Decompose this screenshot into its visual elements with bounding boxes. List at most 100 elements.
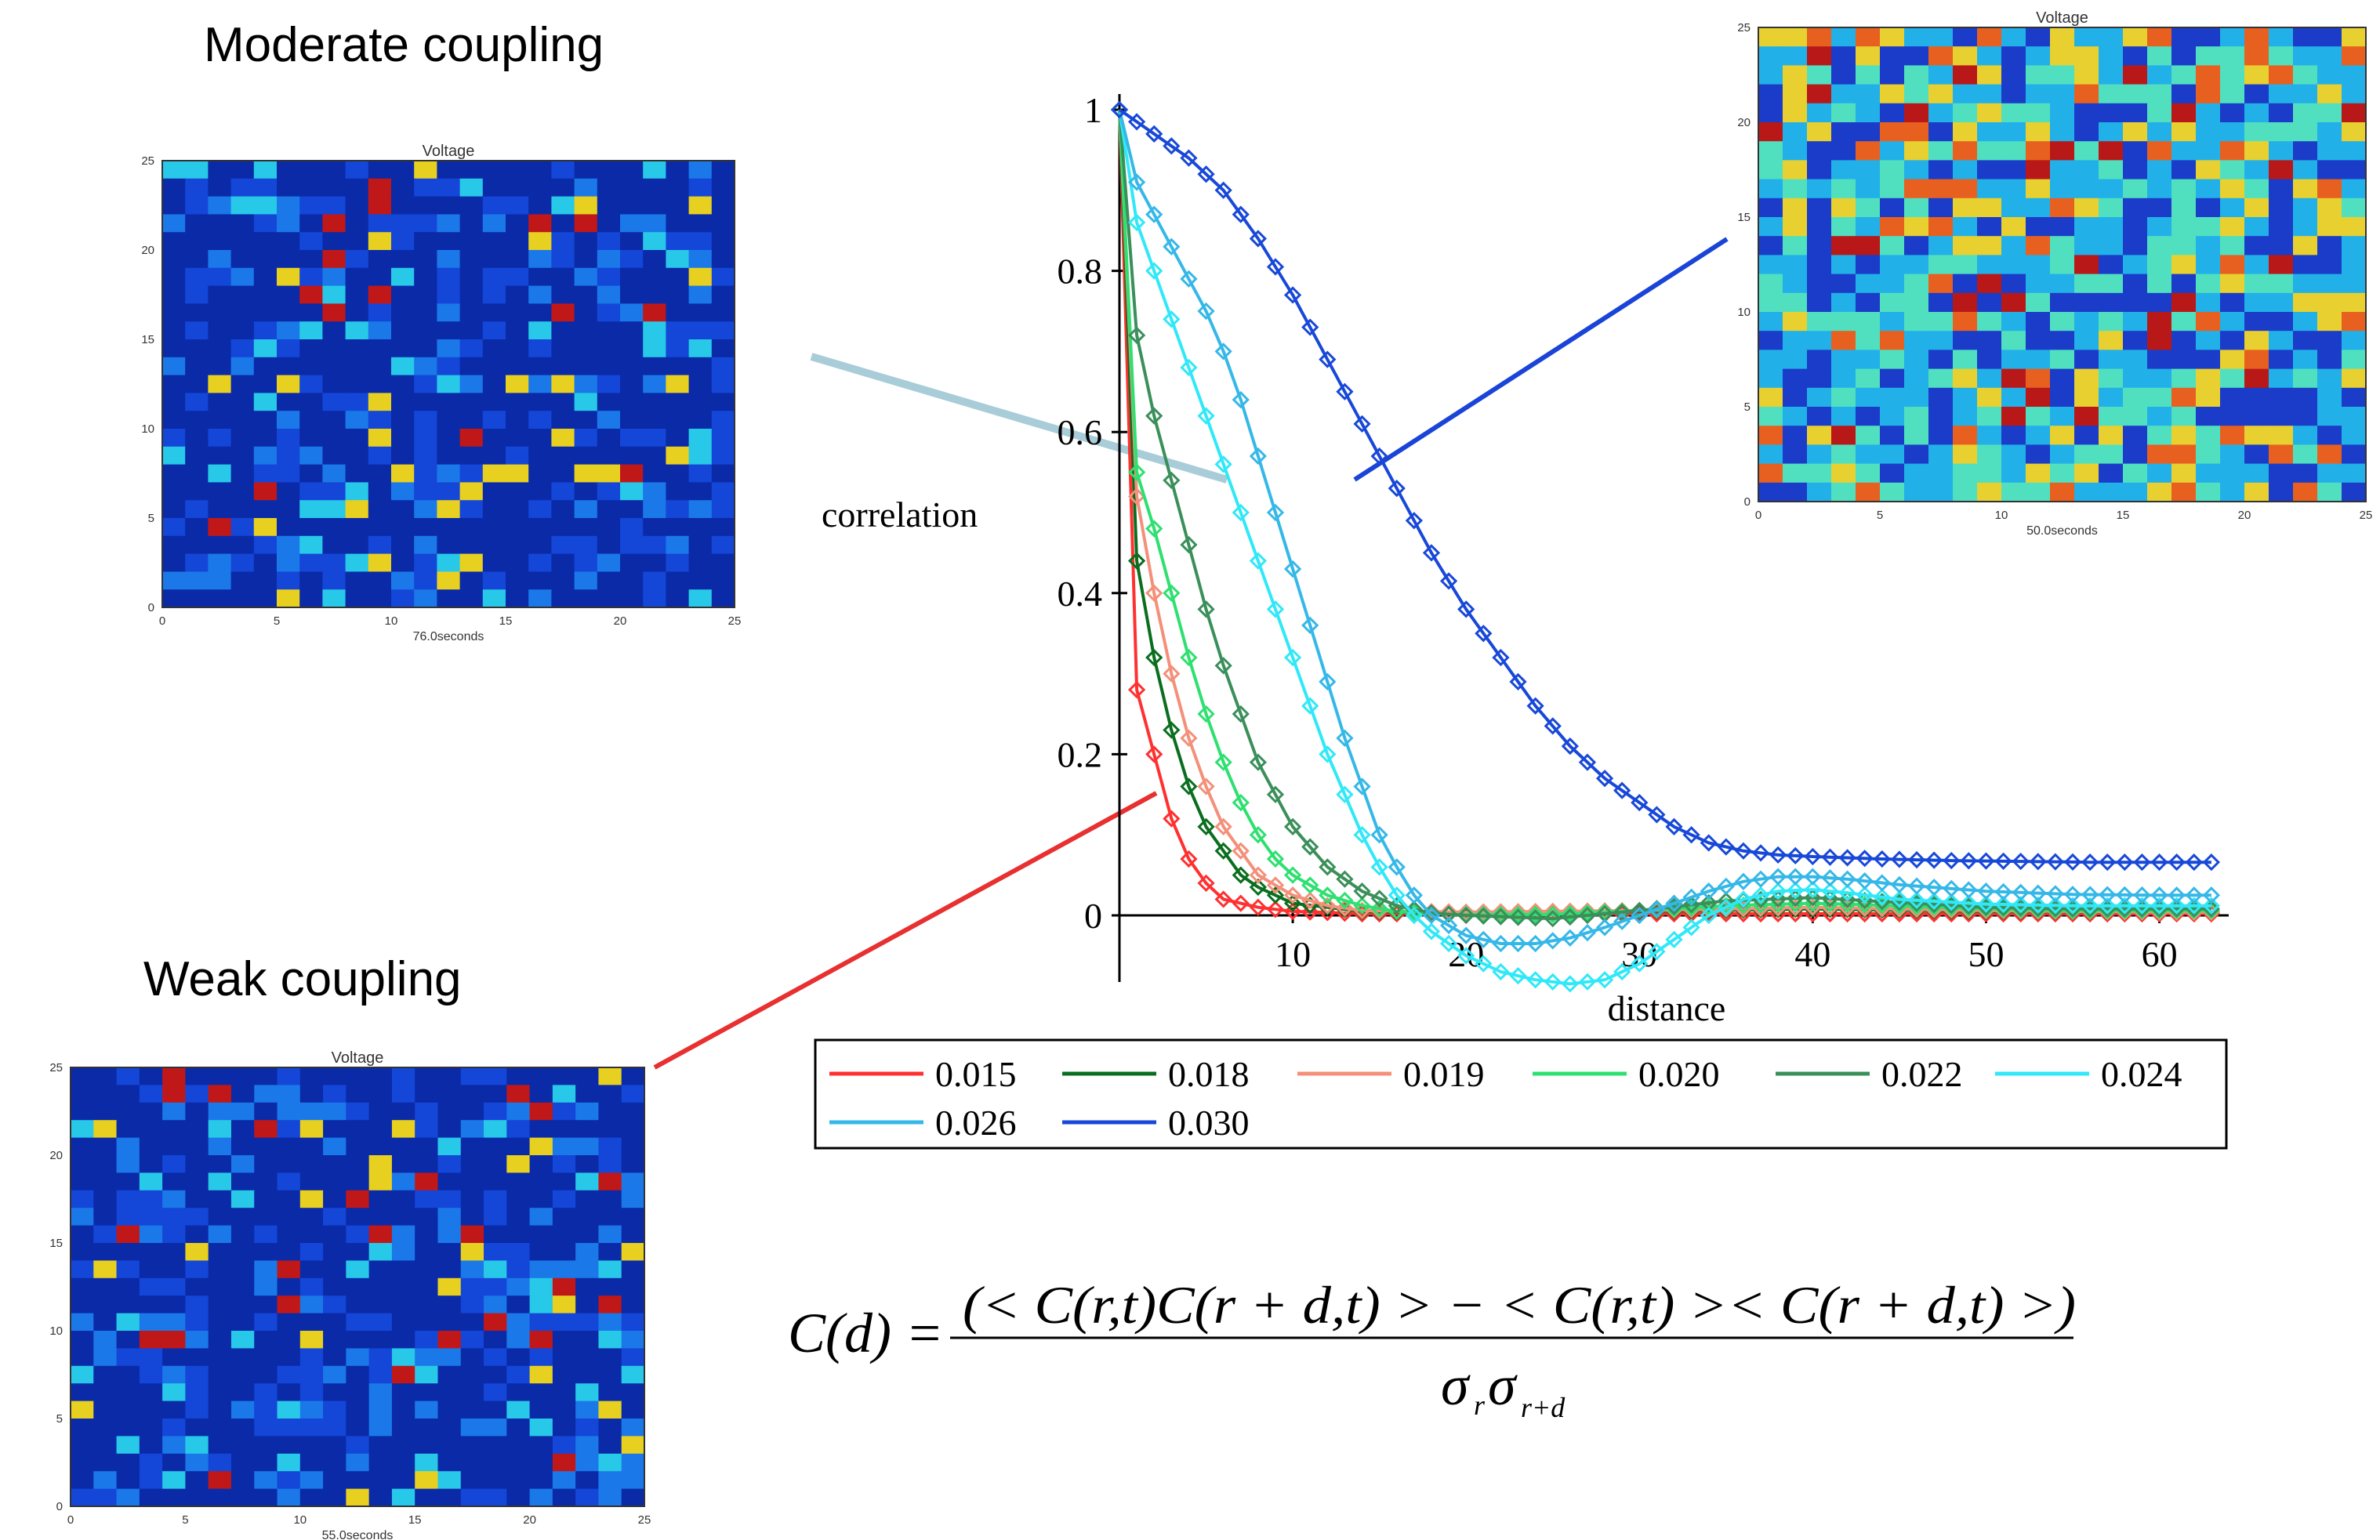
- heatmap-cell: [666, 446, 690, 466]
- heatmap-cell: [688, 429, 713, 448]
- heatmap-cell: [1807, 331, 1832, 350]
- heatmap-cell: [482, 429, 506, 448]
- heatmap-cell: [1928, 141, 1954, 161]
- heatmap-cell: [323, 1313, 346, 1332]
- heatmap-cell: [598, 1365, 622, 1384]
- heatmap-cell: [2220, 65, 2245, 85]
- heatmap-cell: [598, 1348, 622, 1367]
- heatmap-cell: [1928, 255, 1954, 275]
- heatmap-cell: [345, 535, 369, 555]
- heatmap-cell: [345, 589, 369, 608]
- series-point: [1595, 770, 1614, 788]
- heatmap-cell: [437, 411, 461, 429]
- heatmap-cell: [116, 1102, 140, 1121]
- heatmap-cell: [688, 303, 713, 322]
- heatmap-cell: [574, 214, 598, 233]
- heatmap-cell: [254, 1400, 278, 1419]
- heatmap-cell: [322, 589, 346, 608]
- series-line-0.026: [1118, 109, 2211, 945]
- heatmap-cell: [1856, 122, 1881, 142]
- heatmap-cell: [1977, 27, 2002, 47]
- heatmap-cell: [2099, 407, 2124, 426]
- heatmap-cell: [2293, 407, 2318, 426]
- heatmap-cell: [1758, 444, 1783, 465]
- series-point: [1249, 230, 1268, 248]
- heatmap-cell: [2074, 350, 2099, 370]
- heatmap-cell: [597, 161, 621, 179]
- series-point: [2012, 896, 2030, 914]
- heatmap-cell: [688, 482, 713, 501]
- heatmap-cell: [391, 553, 415, 572]
- heatmap-cell: [2001, 426, 2026, 445]
- heatmap-cell: [208, 1436, 232, 1455]
- heatmap-cell: [598, 1471, 622, 1490]
- series-point: [1249, 826, 1268, 844]
- heatmap-cell: [162, 1453, 186, 1472]
- heatmap-cell: [93, 1295, 118, 1314]
- heatmap-cell: [208, 1277, 232, 1296]
- heatmap-cell: [208, 589, 232, 608]
- heatmap-cell: [254, 1085, 278, 1103]
- series-point: [1613, 903, 1631, 922]
- heatmap-cell: [620, 303, 644, 322]
- heatmap-cell: [2171, 368, 2197, 389]
- heatmap-cell: [551, 267, 575, 287]
- heatmap-cell: [299, 571, 323, 590]
- series-point: [1180, 850, 1198, 868]
- heatmap-cell: [575, 1120, 599, 1139]
- heatmap-cell: [574, 232, 598, 251]
- heatmap-cell: [391, 178, 415, 197]
- heatmap-cell: [93, 1277, 118, 1296]
- series-point: [1821, 890, 1839, 908]
- heatmap-cell: [2026, 197, 2051, 218]
- heatmap-cell: [1807, 179, 1832, 199]
- series-point: [1648, 943, 1666, 961]
- heatmap-cell: [299, 464, 323, 483]
- heatmap-cell: [2123, 103, 2148, 123]
- heatmap-cell: [345, 250, 369, 269]
- heatmap-cell: [1856, 46, 1881, 66]
- heatmap-cell: [437, 1172, 462, 1191]
- heatmap-cell: [2074, 444, 2099, 465]
- series-point: [1301, 891, 1319, 910]
- heatmap-cell: [162, 1277, 186, 1296]
- heatmap-cell: [643, 553, 666, 572]
- heatmap-cell: [437, 303, 461, 322]
- series-point: [1509, 966, 1527, 985]
- heatmap-cell: [139, 1277, 163, 1296]
- heatmap-cell: [322, 339, 346, 358]
- heatmap-cell: [2196, 84, 2221, 104]
- heatmap-xtick: 5: [1877, 509, 1883, 522]
- series-point: [2185, 853, 2203, 871]
- heatmap-cell: [1880, 444, 1905, 465]
- heatmap-cell: [437, 1277, 462, 1296]
- heatmap-cell: [322, 303, 346, 322]
- heatmap-cell: [2171, 197, 2197, 218]
- heatmap-xtick: 25: [638, 1513, 651, 1527]
- series-point: [2012, 852, 2030, 871]
- series-point: [1648, 806, 1666, 824]
- series-point: [1180, 648, 1198, 667]
- heatmap-cell: [2171, 312, 2197, 332]
- heatmap-cell: [253, 161, 278, 179]
- heatmap-cell: [299, 446, 323, 466]
- heatmap-cell: [208, 1348, 232, 1367]
- heatmap-cell: [414, 232, 437, 251]
- heatmap-cell: [277, 1331, 301, 1349]
- series-point: [1301, 616, 1319, 635]
- heatmap-cell: [598, 1120, 622, 1139]
- series-point: [1544, 717, 1562, 735]
- heatmap-cell: [208, 1488, 232, 1507]
- heatmap-cell: [254, 1190, 278, 1208]
- heatmap-cell: [414, 482, 437, 501]
- heatmap-cell: [597, 571, 621, 590]
- series-point: [1214, 753, 1232, 771]
- series-point: [1197, 817, 1215, 836]
- heatmap-cell: [1856, 274, 1881, 294]
- heatmap-cell: [2244, 350, 2269, 370]
- heatmap-cell: [162, 285, 186, 304]
- heatmap-cell: [2001, 387, 2026, 408]
- heatmap-cell: [2171, 292, 2197, 313]
- heatmap-cell: [597, 411, 621, 429]
